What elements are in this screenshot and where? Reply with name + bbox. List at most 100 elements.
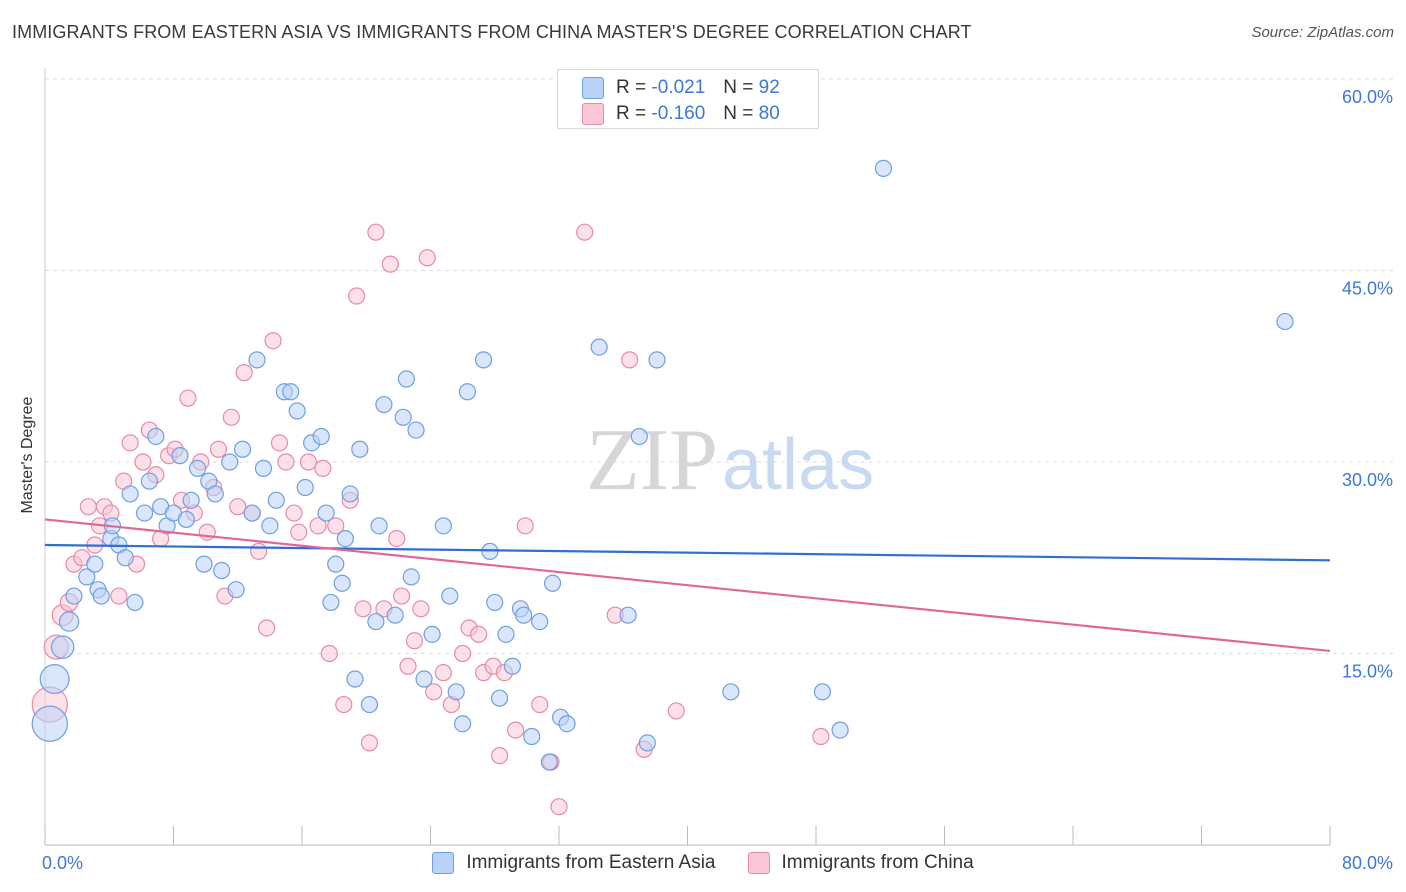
china-point <box>290 523 308 541</box>
eastern-asia-point <box>50 635 75 659</box>
china-point <box>418 249 436 267</box>
eastern-asia-point <box>171 447 189 465</box>
r-label: R = <box>616 77 647 98</box>
china-point <box>348 287 366 305</box>
china-point <box>399 657 417 675</box>
eastern-asia-point <box>540 753 558 771</box>
eastern-asia-point <box>227 581 245 599</box>
eastern-asia-point <box>213 561 231 580</box>
tick-labels: 15.0% 30.0% 45.0% 60.0% 0.0% 80.0% <box>42 87 1393 873</box>
r-label: R = <box>616 103 647 124</box>
eastern-asia-point <box>558 715 576 733</box>
eastern-asia-point <box>722 683 740 701</box>
china-point <box>392 587 411 605</box>
china-point <box>354 600 372 618</box>
china-point <box>576 223 594 241</box>
y-tick-label: 30.0% <box>1342 470 1393 490</box>
eastern-asia-point <box>441 587 459 605</box>
eastern-asia-point <box>523 727 541 746</box>
pink-swatch <box>582 103 604 125</box>
china-point <box>367 223 385 241</box>
eastern-asia-point <box>458 383 477 401</box>
eastern-asia-trend-line <box>44 543 1331 562</box>
eastern-asia-point <box>648 351 666 369</box>
china-point <box>490 747 509 765</box>
eastern-asia-point <box>243 504 261 522</box>
eastern-asia-point <box>65 587 83 605</box>
china-point <box>198 523 216 541</box>
eastern-asia-point <box>267 491 285 509</box>
n-label: N = <box>723 103 754 124</box>
eastern-asia-point <box>78 568 96 586</box>
eastern-asia-point <box>126 593 144 612</box>
eastern-asia-point <box>370 517 388 535</box>
china-point <box>550 798 568 816</box>
n-value: 80 <box>758 103 780 124</box>
china-point <box>229 498 247 516</box>
eastern-asia-point <box>434 517 452 535</box>
eastern-asia-point <box>195 555 213 573</box>
eastern-asia-point <box>177 510 195 529</box>
eastern-asia-point <box>454 715 472 733</box>
r-value: -0.160 <box>651 103 706 124</box>
legend-item-china[interactable]: Immigrants from China <box>747 852 974 874</box>
eastern-asia-point <box>135 504 154 522</box>
eastern-asia-point <box>638 734 656 752</box>
china-point <box>812 727 830 746</box>
china-point <box>516 517 534 535</box>
trend-lines <box>44 518 1331 653</box>
eastern-asia-point <box>630 427 648 446</box>
eastern-asia-point <box>312 427 330 446</box>
n-label: N = <box>723 77 754 98</box>
eastern-asia-point <box>1276 312 1294 331</box>
china-point <box>360 734 379 752</box>
china-point <box>470 625 488 643</box>
eastern-asia-point <box>486 593 504 612</box>
china-point <box>531 695 549 714</box>
y-tick-label: 60.0% <box>1342 87 1393 107</box>
eastern-asia-point <box>407 421 425 439</box>
series-eastern-asia-points <box>31 159 1294 771</box>
china-point <box>209 440 228 458</box>
china-point <box>667 702 685 720</box>
stats-row-eastern-asia: R = -0.021 N = 92 <box>582 76 780 100</box>
eastern-asia-point <box>182 491 200 509</box>
china-point <box>381 255 399 273</box>
eastern-asia-point <box>322 593 340 612</box>
china-point <box>507 721 525 739</box>
eastern-asia-point <box>341 485 359 503</box>
china-point <box>405 632 424 650</box>
source-label: Source: ZipAtlas.com <box>1251 24 1394 41</box>
eastern-asia-point <box>254 459 273 477</box>
china-point <box>250 542 268 560</box>
eastern-asia-point <box>874 159 893 177</box>
r-value: -0.021 <box>651 77 706 98</box>
eastern-asia-point <box>397 370 416 388</box>
eastern-asia-point <box>813 683 832 701</box>
eastern-asia-point <box>317 504 335 522</box>
x-tick-label: 80.0% <box>1342 853 1393 873</box>
eastern-asia-point <box>543 574 562 592</box>
eastern-asia-point <box>140 472 159 490</box>
series-legend: Immigrants from Eastern Asia Immigrants … <box>0 852 1406 874</box>
chart-title: IMMIGRANTS FROM EASTERN ASIA VS IMMIGRAN… <box>12 22 972 42</box>
watermark-zip: ZIP <box>586 412 718 509</box>
watermark-atlas: atlas <box>722 425 874 505</box>
eastern-asia-point <box>92 587 110 605</box>
legend-label: Immigrants from China <box>781 852 974 873</box>
blue-swatch <box>432 852 455 874</box>
stats-row-china: R = -0.160 N = 80 <box>582 102 780 126</box>
china-point <box>320 644 338 663</box>
china-point <box>121 434 139 452</box>
eastern-asia-point <box>619 606 637 624</box>
blue-swatch <box>582 77 604 99</box>
eastern-asia-point <box>351 440 369 458</box>
china-point <box>425 683 443 701</box>
legend-item-eastern-asia[interactable]: Immigrants from Eastern Asia <box>432 852 716 874</box>
eastern-asia-point <box>531 612 549 631</box>
china-point <box>134 453 152 471</box>
eastern-asia-point <box>116 549 134 567</box>
eastern-asia-point <box>474 351 493 369</box>
eastern-asia-point <box>31 705 69 742</box>
eastern-asia-point <box>497 625 515 643</box>
